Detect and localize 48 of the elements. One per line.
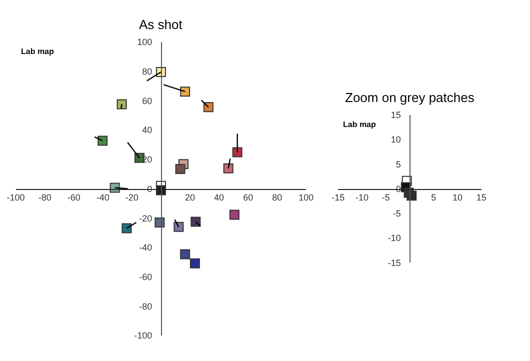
point (122, 223, 132, 234)
x-tick-label: -40 (96, 192, 110, 203)
x-tick-label: 10 (452, 192, 462, 203)
point (190, 216, 201, 227)
chart-title: As shot (139, 17, 183, 32)
annotation: Lab map (343, 120, 376, 129)
y-tick-label: -40 (139, 242, 152, 253)
y-tick-label: 40 (142, 125, 152, 136)
y-tick-label: -100 (134, 330, 152, 341)
x-tick-label: 5 (431, 192, 436, 203)
y-tick-label: -20 (139, 213, 152, 224)
y-tick-label: 80 (142, 66, 152, 76)
annotation: Lab map (21, 47, 54, 56)
y-tick-label: -5 (392, 208, 401, 219)
point (232, 147, 242, 158)
y-tick-label: 10 (390, 134, 401, 145)
point (229, 210, 240, 220)
x-tick-label: 80 (272, 192, 282, 203)
x-tick-label: 20 (185, 192, 196, 203)
y-tick-label: -60 (139, 272, 152, 282)
point (116, 99, 127, 110)
y-tick-label: 60 (142, 96, 152, 106)
x-tick-label: 40 (214, 192, 224, 203)
point (98, 136, 108, 146)
x-tick-label: 15 (476, 192, 486, 203)
point (180, 86, 190, 97)
x-tick-label: -15 (332, 192, 345, 203)
x-tick-label: -10 (355, 192, 368, 203)
y-tick-label: 100 (137, 37, 152, 48)
point (190, 258, 200, 268)
x-tick-label: 100 (298, 192, 314, 203)
x-tick-label: 60 (243, 192, 254, 203)
x-tick-label: -60 (67, 192, 80, 203)
y-tick-label: 5 (396, 159, 401, 170)
x-tick-label: -20 (125, 192, 138, 203)
point (174, 222, 184, 232)
point (154, 218, 165, 228)
point (180, 249, 190, 260)
point (406, 190, 417, 201)
chart-title: Zoom on grey patches (345, 90, 475, 105)
y-tick-label: -15 (388, 258, 401, 268)
x-tick-label: -100 (6, 192, 25, 203)
x-tick-label: -80 (38, 192, 52, 203)
y-tick-label: -10 (388, 233, 401, 244)
point (175, 164, 186, 174)
y-tick-label: -80 (139, 301, 152, 312)
y-tick-label: 15 (390, 110, 401, 120)
point (223, 163, 234, 174)
